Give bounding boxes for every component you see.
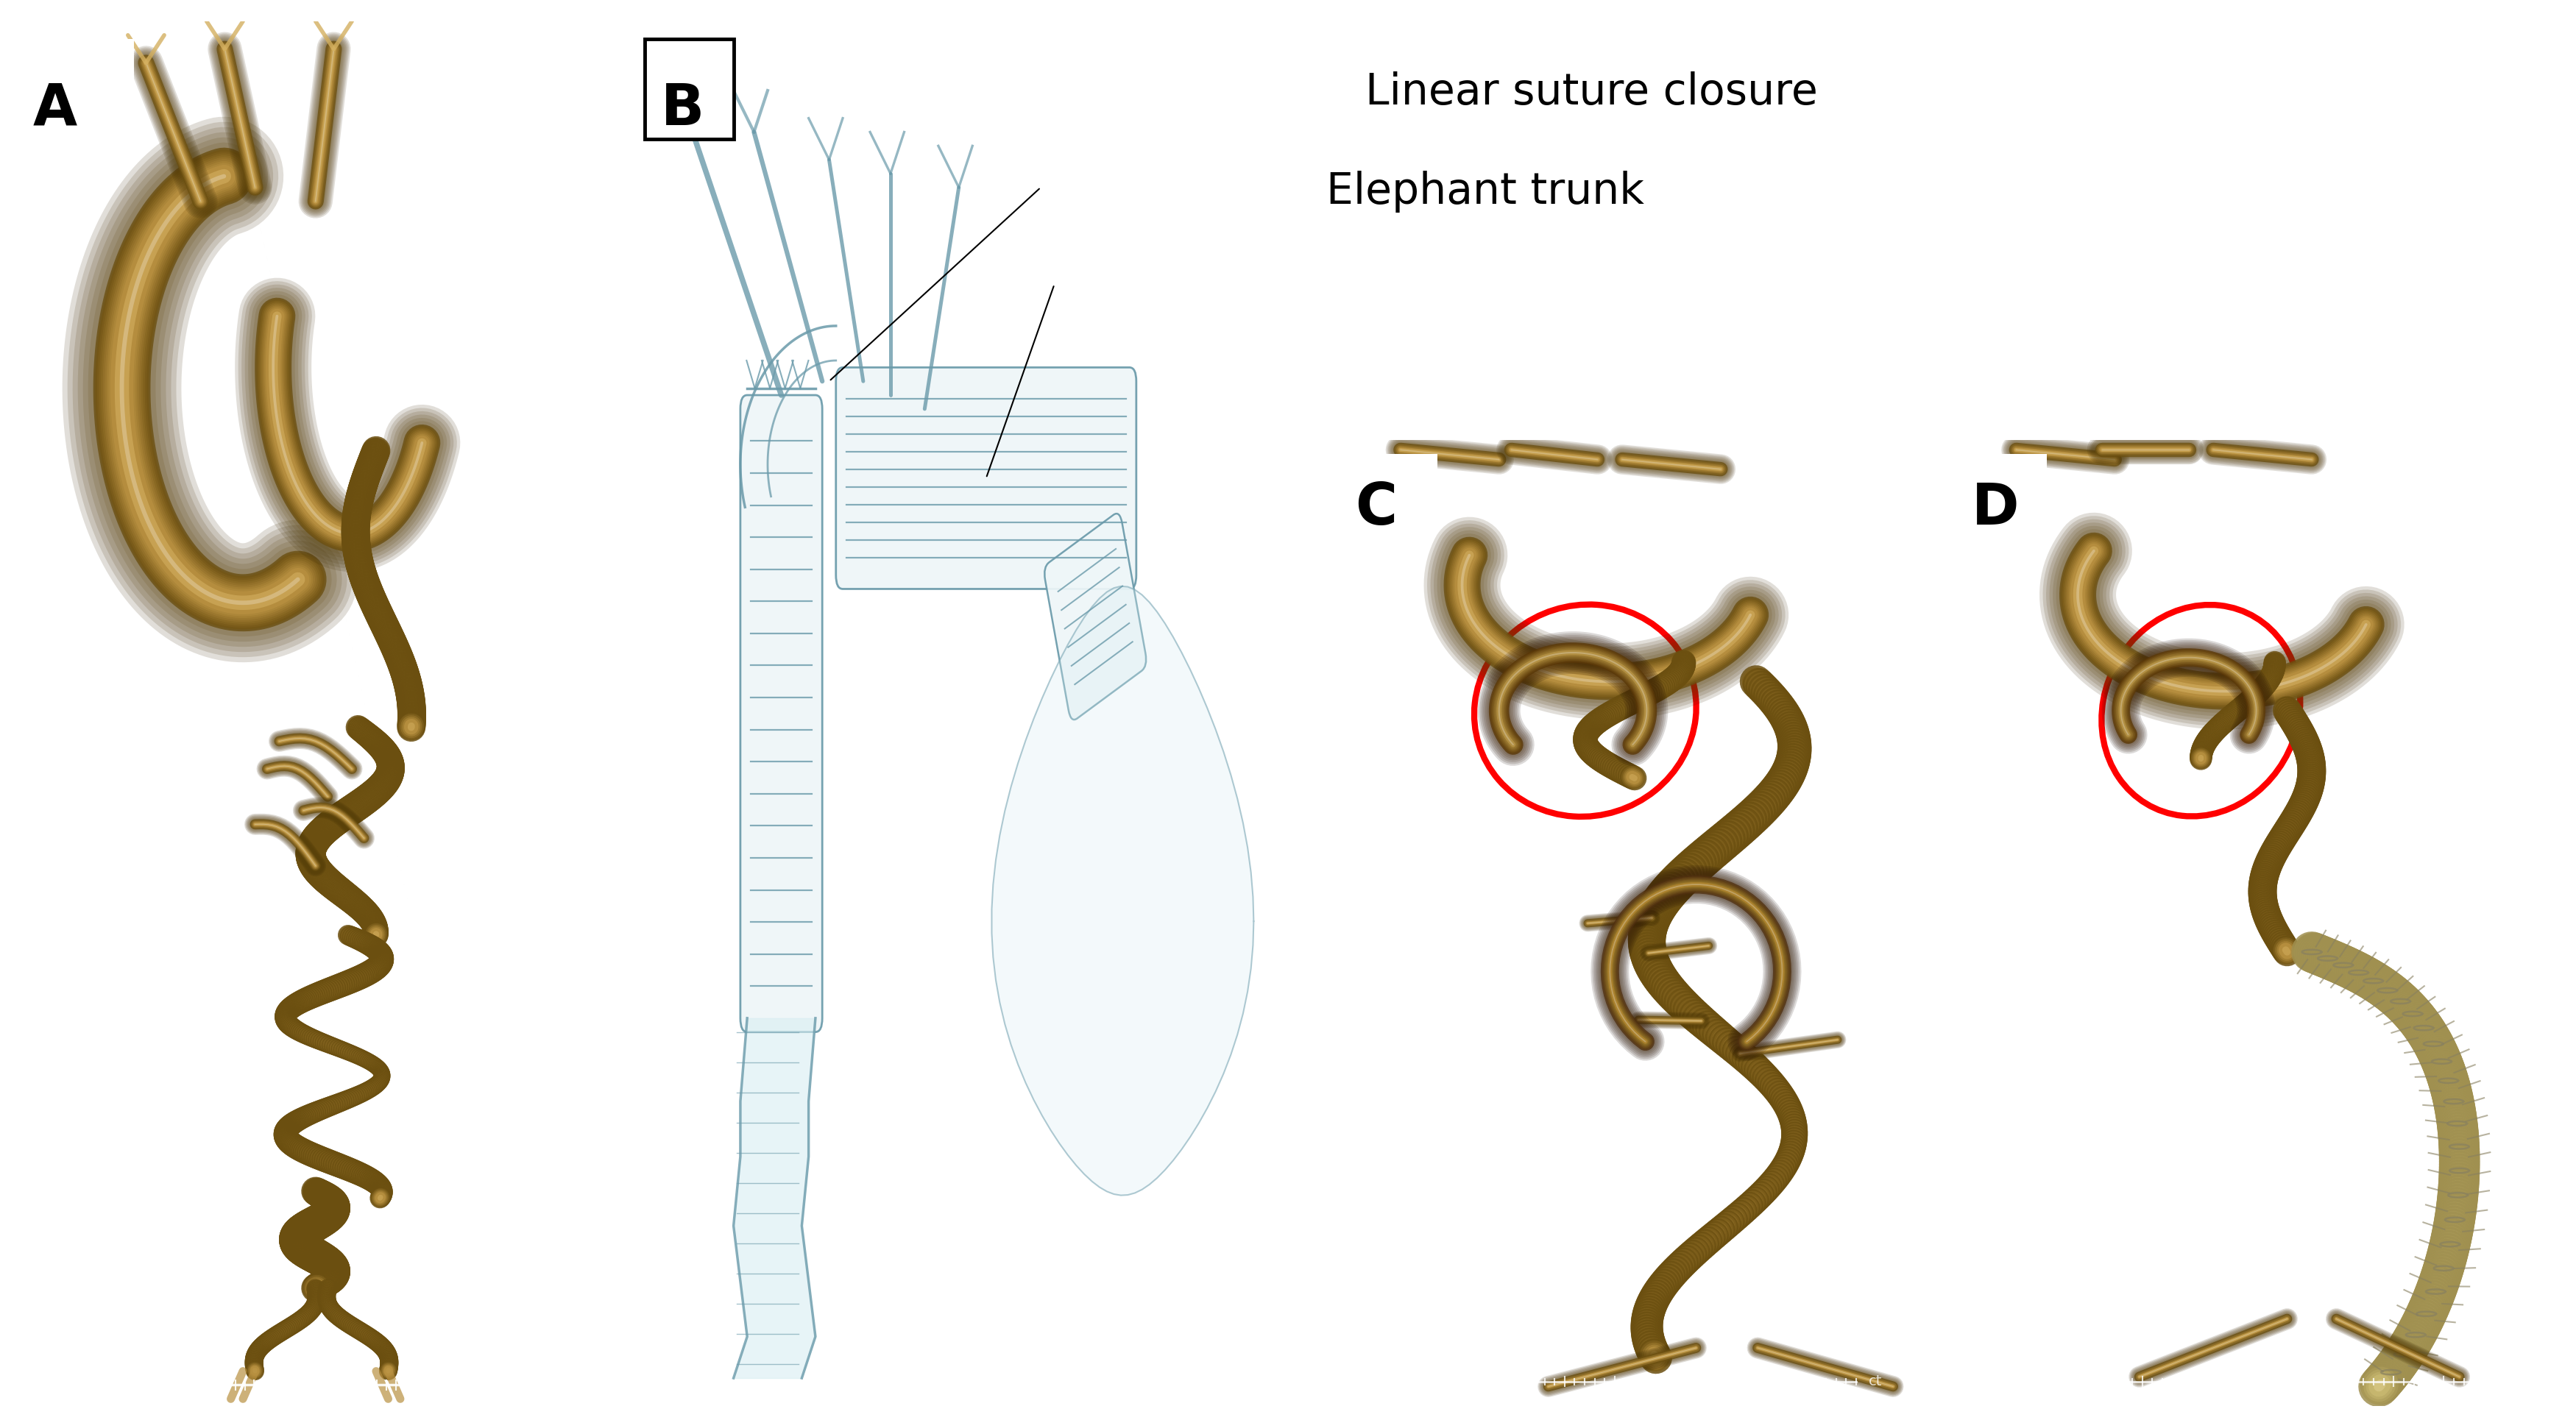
Bar: [644, 40, 734, 139]
FancyBboxPatch shape: [835, 368, 1136, 589]
Text: B: B: [659, 81, 703, 136]
Text: Linear suture closure: Linear suture closure: [1365, 71, 1819, 114]
Text: Elephant trunk: Elephant trunk: [1327, 170, 1643, 213]
Polygon shape: [992, 586, 1255, 1196]
Text: cm: cm: [2491, 1375, 2512, 1389]
Bar: [2522, 1309, 2558, 1386]
FancyBboxPatch shape: [739, 395, 822, 1032]
Bar: [26, 40, 134, 139]
Text: A: A: [33, 81, 77, 136]
Bar: [1340, 454, 1437, 520]
Text: C: C: [1355, 481, 1396, 537]
FancyBboxPatch shape: [1043, 514, 1146, 720]
Text: D: D: [1971, 481, 2020, 537]
Text: ct: ct: [1868, 1375, 1883, 1389]
Bar: [1947, 454, 2048, 520]
